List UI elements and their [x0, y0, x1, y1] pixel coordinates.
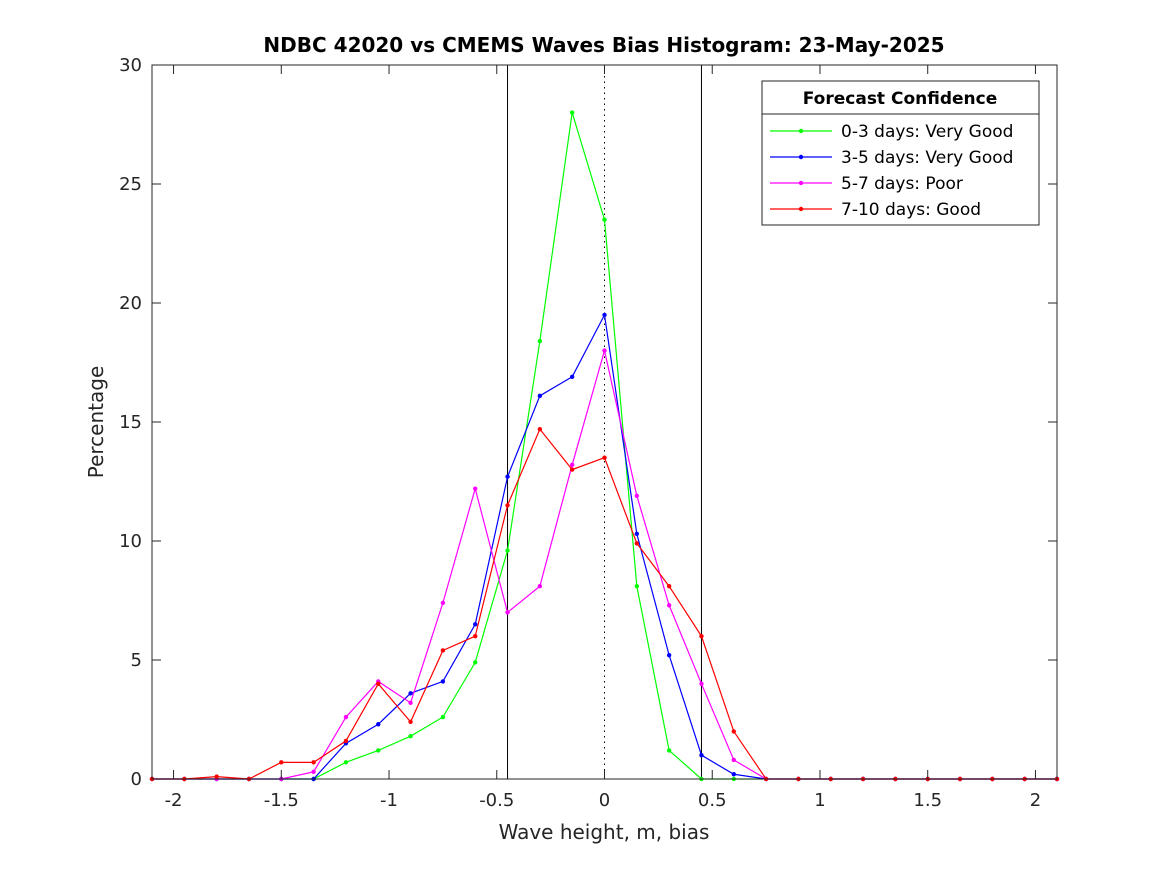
data-point — [473, 622, 478, 627]
data-point — [731, 757, 736, 763]
data-point — [343, 714, 349, 720]
data-point — [569, 110, 575, 115]
reference-lines — [507, 65, 702, 779]
legend-entry: 7-10 days: Good — [770, 200, 981, 220]
data-point — [602, 217, 607, 222]
data-point — [505, 548, 510, 553]
data-point — [602, 455, 607, 460]
data-point — [279, 760, 284, 765]
data-point — [666, 748, 672, 753]
legend-swatch-marker — [798, 206, 804, 212]
data-point — [376, 681, 381, 686]
data-point — [731, 729, 736, 734]
data-point — [634, 493, 640, 498]
data-point — [408, 719, 413, 725]
legend: Forecast Confidence 0-3 days: Very Good 3… — [761, 80, 1040, 226]
y-tick-label: 25 — [119, 174, 142, 195]
x-tick-label: -1.5 — [264, 790, 299, 811]
data-point — [666, 653, 672, 658]
data-point — [666, 584, 672, 589]
data-point — [569, 462, 575, 468]
data-point — [343, 760, 349, 765]
legend-label: 5-7 days: Poor — [841, 174, 963, 194]
x-tick-label: -1 — [380, 790, 398, 811]
legend-entry: 3-5 days: Very Good — [770, 148, 1013, 168]
data-point — [634, 531, 640, 537]
data-point — [311, 769, 316, 775]
x-tick-label: 1.5 — [913, 790, 942, 811]
data-point — [699, 681, 704, 686]
data-point — [473, 486, 478, 491]
legend-entry: 0-3 days: Very Good — [770, 122, 1013, 142]
data-point — [537, 393, 543, 399]
y-tick-label: 20 — [119, 293, 142, 314]
legend-entry: 5-7 days: Poor — [770, 174, 963, 194]
y-tick-label: 10 — [119, 531, 142, 552]
data-point — [666, 603, 672, 608]
legend-swatch-marker — [798, 180, 804, 186]
data-point — [473, 660, 478, 665]
data-point — [602, 312, 607, 318]
legend-label: 3-5 days: Very Good — [841, 148, 1013, 168]
y-tick-label: 30 — [119, 55, 142, 76]
data-point — [537, 426, 543, 432]
legend-swatch-marker — [798, 154, 804, 160]
data-point — [699, 753, 704, 758]
data-point — [731, 772, 736, 777]
data-point — [440, 600, 446, 606]
data-point — [569, 467, 575, 472]
data-point — [440, 714, 446, 720]
data-point — [440, 679, 446, 684]
x-tick-label: 0 — [599, 790, 610, 811]
data-point — [408, 700, 413, 706]
legend-label: 0-3 days: Very Good — [841, 122, 1013, 142]
y-tick-label: 0 — [131, 769, 142, 790]
x-tick-label: -0.5 — [479, 790, 514, 811]
legend-swatch-marker — [798, 128, 804, 134]
data-point — [473, 634, 478, 639]
chart-title: NDBC 42020 vs CMEMS Waves Bias Histogram… — [263, 33, 944, 57]
y-tick-label: 15 — [119, 412, 142, 433]
data-point — [505, 610, 510, 615]
data-point — [569, 374, 575, 379]
x-axis-label: Wave height, m, bias — [499, 820, 710, 844]
data-point — [505, 503, 510, 508]
data-point — [634, 584, 640, 589]
legend-entries: 0-3 days: Very Good 3-5 days: Very Good 5-… — [770, 122, 1013, 220]
y-axis-label: Percentage — [84, 366, 108, 479]
data-point — [505, 474, 510, 479]
data-point — [537, 338, 543, 344]
x-tick-label: 2 — [1030, 790, 1041, 811]
y-tick-label: 5 — [131, 650, 142, 671]
data-point — [408, 691, 413, 696]
data-point — [214, 774, 219, 779]
data-point — [602, 348, 607, 353]
x-tick-label: 1 — [814, 790, 825, 811]
data-point — [537, 584, 543, 589]
data-point — [311, 760, 316, 765]
data-point — [376, 748, 381, 753]
legend-label: 7-10 days: Good — [841, 200, 981, 220]
x-tick-label: -2 — [165, 790, 183, 811]
x-tick-label: 0.5 — [698, 790, 727, 811]
data-point — [634, 541, 640, 546]
legend-title: Forecast Confidence — [803, 89, 998, 109]
legend-box — [761, 80, 1040, 226]
data-point — [408, 733, 413, 739]
data-point — [376, 722, 381, 727]
data-point — [699, 634, 704, 639]
data-point — [343, 738, 349, 744]
data-point — [440, 648, 446, 653]
